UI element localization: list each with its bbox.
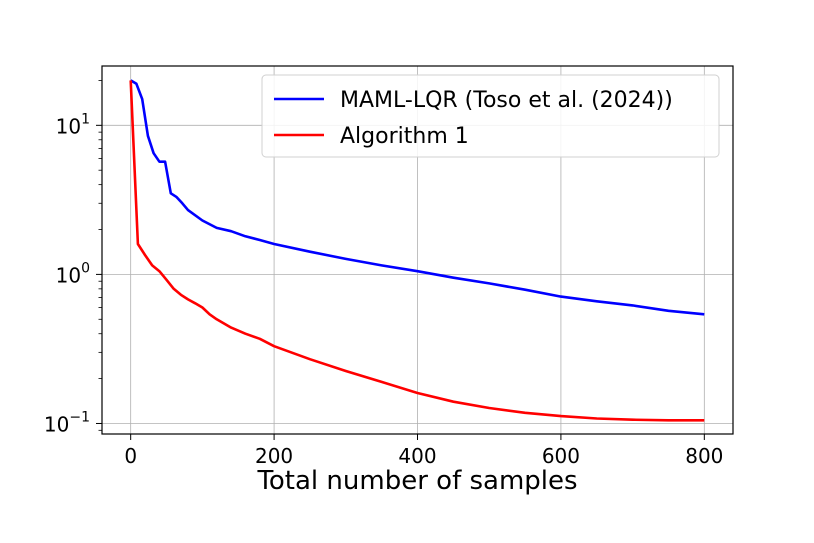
x-axis-label: Total number of samples xyxy=(256,466,577,496)
x-tick-label: 600 xyxy=(542,444,580,468)
y-tick-label: 10−1 xyxy=(44,409,90,436)
legend-label: Algorithm 1 xyxy=(340,124,469,149)
legend-box xyxy=(261,74,720,158)
legend: MAML-LQR (Toso et al. (2024)) Algorithm 1 xyxy=(261,74,720,158)
x-tick-label: 200 xyxy=(255,444,293,468)
y-tick-label: 101 xyxy=(56,111,90,138)
y-tick-label: 100 xyxy=(56,260,90,287)
x-tick-label: 400 xyxy=(398,444,436,468)
series-layer xyxy=(129,79,705,422)
legend-label: MAML-LQR (Toso et al. (2024)) xyxy=(340,88,673,113)
series-line-2 xyxy=(129,80,705,422)
series-line-1 xyxy=(130,79,705,316)
x-tick-label: 800 xyxy=(685,444,723,468)
axis-ticks: 0 200 400 600 800 10−1 100 101 xyxy=(44,80,723,468)
x-tick-label: 0 xyxy=(124,444,137,468)
